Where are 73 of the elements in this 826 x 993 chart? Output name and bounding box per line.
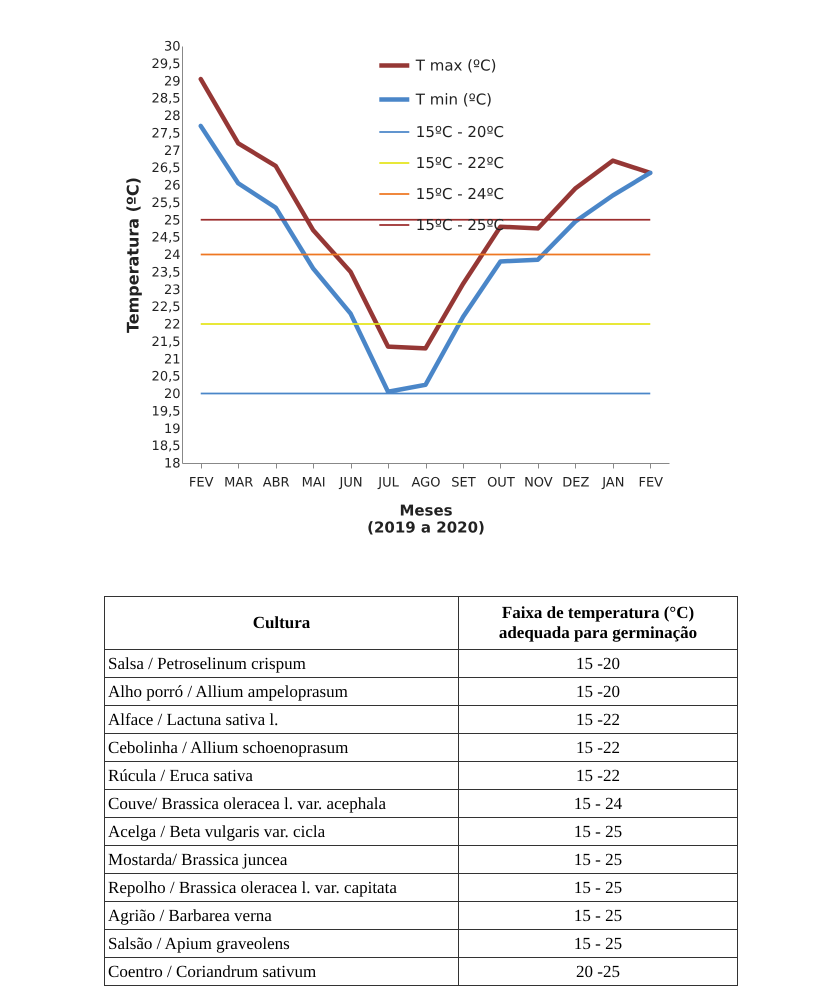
- text: Salsa / Petroselinum crispum: [104, 650, 458, 678]
- text: Cebolinha / Allium schoenoprasum: [104, 734, 458, 762]
- y-tick-label: 21: [164, 352, 180, 368]
- x-tick-label: JAN: [601, 476, 624, 490]
- text: Couve/ Brassica oleracea l. var. acephala: [104, 790, 458, 818]
- text: Repolho / Brassica oleracea l. var. capitata: [104, 874, 458, 902]
- y-tick-label: 20,5: [152, 370, 180, 385]
- x-tick-label: DEZ: [562, 476, 590, 490]
- text: Alho porró / Allium ampeloprasum: [104, 678, 458, 706]
- y-tick-label: 26,5: [152, 161, 180, 176]
- y-tick-label: 29,5: [152, 56, 180, 72]
- legend-label: T min (ºC): [414, 90, 492, 108]
- text: Alface / Lactuna sativa l.: [104, 706, 458, 734]
- legend-label: 15ºC - 22ºC: [416, 154, 504, 172]
- text: Acelga / Beta vulgaris var. cicla: [104, 818, 458, 846]
- x-tick-label: ABR: [262, 476, 290, 490]
- y-tick-label: 23,5: [152, 265, 180, 280]
- text: 15 - 25: [458, 818, 738, 846]
- legend-label: 15ºC - 20ºC: [416, 123, 504, 141]
- x-tick-label: MAI: [302, 476, 326, 490]
- text: Rúcula / Eruca sativa: [104, 762, 458, 790]
- text: 15 - 25: [458, 874, 738, 902]
- y-tick-label: 25: [164, 213, 180, 228]
- x-tick-label: MAR: [224, 476, 254, 490]
- x-tick-label: AGO: [412, 476, 440, 490]
- x-tick-label: FEV: [638, 476, 664, 490]
- y-tick-label: 25,5: [152, 196, 180, 211]
- text: Salsão / Apium graveolens: [104, 930, 458, 958]
- text: 20 -25: [458, 958, 738, 986]
- y-tick-label: 21,5: [152, 334, 180, 350]
- y-tick-label: 27,5: [152, 126, 180, 142]
- y-tick-label: 19: [164, 422, 180, 437]
- x-tick-label: NOV: [524, 476, 553, 490]
- text: 15 - 25: [458, 902, 738, 930]
- text: Faixa de temperatura (°C) adequada para germinação: [458, 596, 738, 650]
- text: 15 -22: [458, 734, 738, 762]
- x-axis-title: Meses (2019 a 2020): [367, 502, 485, 536]
- text: 15 - 25: [458, 930, 738, 958]
- text: Mostarda/ Brassica juncea: [104, 846, 458, 874]
- x-tick-label: JUL: [377, 476, 400, 490]
- y-tick-label: 24,5: [152, 230, 180, 246]
- y-tick-label: 28,5: [152, 92, 180, 107]
- x-tick-label: FEV: [188, 476, 214, 490]
- text: 15 -20: [458, 678, 738, 706]
- y-tick-label: 23: [164, 282, 180, 298]
- y-tick-label: 24: [164, 248, 180, 263]
- x-tick-label: SET: [451, 476, 476, 490]
- legend-label: T max (ºC): [414, 56, 496, 74]
- y-tick-label: 29: [164, 74, 180, 90]
- text: 15 - 25: [458, 846, 738, 874]
- text: Cultura: [104, 596, 458, 650]
- y-tick-label: 22,5: [152, 300, 180, 316]
- text: 15 -22: [458, 706, 738, 734]
- line-series: [198, 124, 653, 394]
- y-tick-label: 27: [164, 144, 180, 159]
- text: Coentro / Coriandrum sativum: [104, 958, 458, 986]
- y-tick-label: 22: [164, 318, 180, 332]
- y-tick-label: 18,5: [152, 439, 180, 454]
- y-tick-label: 30: [164, 40, 180, 54]
- y-tick-label: 19,5: [152, 404, 180, 420]
- legend-label: 15ºC - 24ºC: [416, 185, 504, 203]
- y-axis-title: Temperatura (ºC): [124, 177, 143, 333]
- y-tick-label: 26: [164, 178, 180, 194]
- y-tick-label: 28: [164, 109, 180, 124]
- text: 15 - 24: [458, 790, 738, 818]
- x-tick-label: JUN: [338, 476, 363, 490]
- x-tick-label: OUT: [487, 476, 515, 490]
- text: 15 -22: [458, 762, 738, 790]
- y-tick-label: 20: [164, 387, 180, 402]
- y-tick-label: 18: [164, 456, 180, 472]
- text: 15 -20: [458, 650, 738, 678]
- ref-line-label: 15ºC - 25ºC: [416, 216, 504, 234]
- text: Agrião / Barbarea verna: [104, 902, 458, 930]
